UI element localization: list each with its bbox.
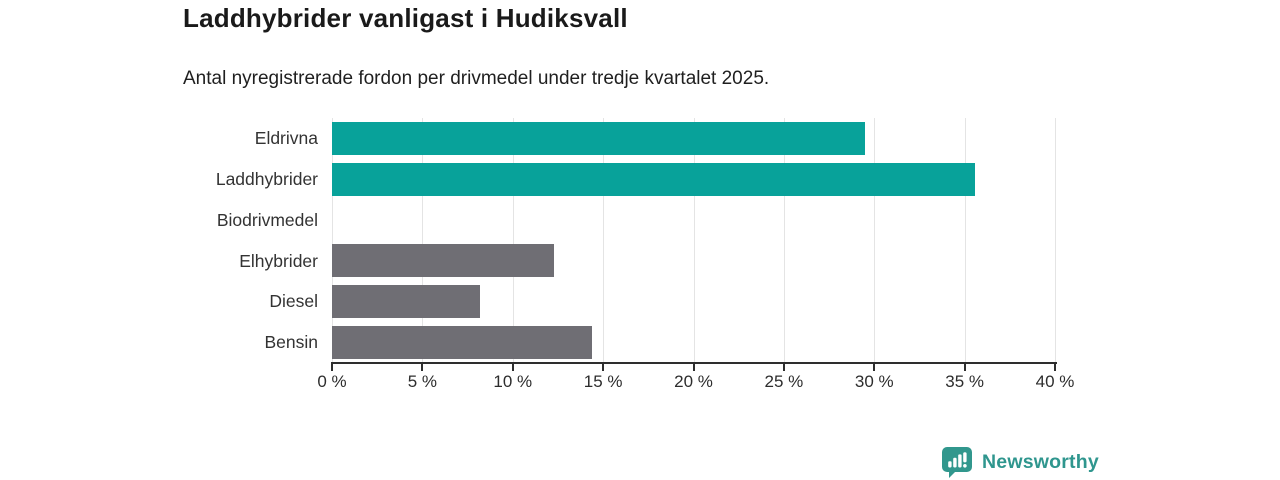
- chart-subtitle: Antal nyregistrerade fordon per drivmede…: [183, 68, 770, 89]
- x-axis-line: [332, 362, 1057, 364]
- x-axis-tick-label-5: 5 %: [407, 372, 438, 391]
- gridline-40: [1055, 118, 1056, 362]
- brand-name: Newsworthy: [982, 450, 1099, 473]
- category-label-elhybrider: Elhybrider: [239, 250, 318, 271]
- bar-elhybrider: [332, 244, 555, 278]
- x-axis-tick-0: [331, 362, 333, 371]
- x-axis-tick-label-40: 40 %: [1035, 372, 1075, 391]
- category-label-laddhybrider: Laddhybrider: [215, 168, 318, 189]
- category-label-biodrivmedel: Biodrivmedel: [216, 209, 318, 230]
- x-axis-tick-40: [1054, 362, 1056, 371]
- x-axis-tick-label-25: 25 %: [764, 372, 804, 391]
- gridline-5: [422, 118, 424, 362]
- gridline-0: [332, 118, 333, 362]
- x-axis-tick-15: [602, 362, 605, 371]
- category-label-diesel: Diesel: [269, 291, 318, 312]
- bar-bensin: [332, 326, 593, 360]
- newsworthy-chart-bubble-icon: [941, 446, 973, 478]
- bar-diesel: [332, 285, 481, 319]
- x-axis-tick-label-35: 35 %: [945, 372, 984, 391]
- x-axis-tick-label-30: 30 %: [854, 372, 894, 391]
- gridline-10: [512, 118, 514, 362]
- gridline-25: [783, 118, 785, 362]
- x-axis-tick-20: [692, 362, 695, 371]
- x-axis-tick-label-0: 0 %: [317, 372, 347, 391]
- newsworthy-logo[interactable]: Newsworthy: [941, 446, 1099, 478]
- gridline-35: [964, 118, 966, 362]
- category-label-eldrivna: Eldrivna: [254, 128, 318, 148]
- x-axis-tick-35: [963, 362, 966, 371]
- x-axis-tick-label-10: 10 %: [493, 372, 533, 391]
- category-label-bensin: Bensin: [264, 332, 318, 353]
- x-axis-tick-label-20: 20 %: [674, 372, 713, 391]
- x-axis-tick-30: [873, 362, 876, 371]
- gridline-20: [693, 118, 695, 362]
- x-axis-tick-label-15: 15 %: [583, 372, 623, 391]
- bar-laddhybrider: [332, 162, 976, 196]
- x-axis-tick-25: [782, 362, 785, 371]
- bar-eldrivna: [332, 121, 866, 155]
- x-axis-tick-5: [421, 362, 424, 371]
- x-axis-tick-10: [511, 362, 514, 371]
- chart-title: Laddhybrider vanligast i Hudiksvall: [183, 3, 628, 33]
- gridline-30: [874, 118, 876, 362]
- gridline-15: [603, 118, 605, 362]
